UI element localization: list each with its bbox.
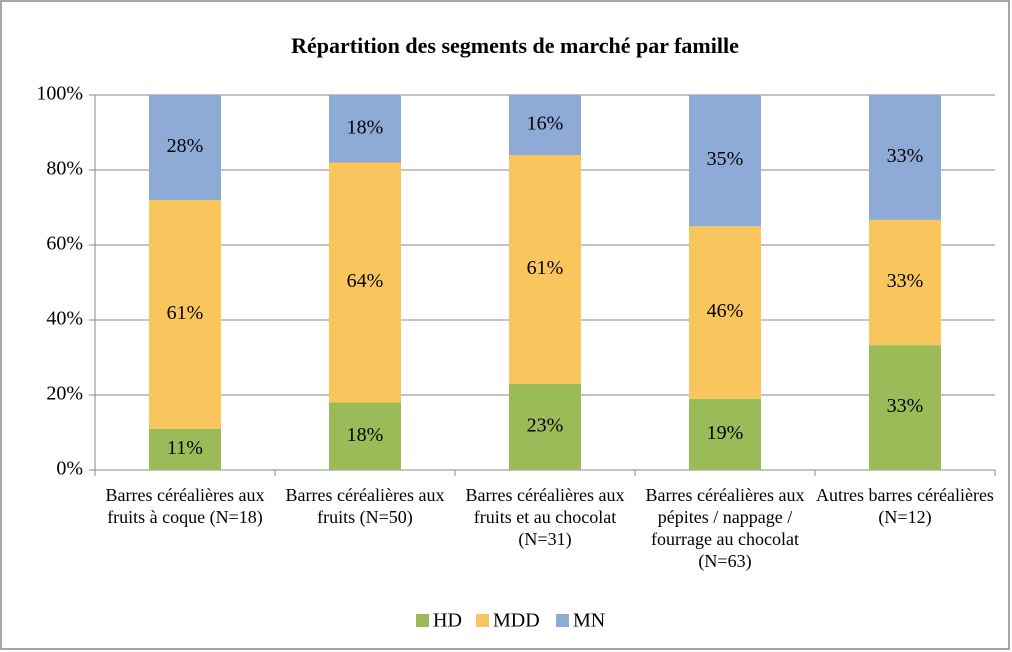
data-label: 33% bbox=[887, 395, 924, 417]
data-label: 64% bbox=[347, 270, 384, 292]
bar-segment bbox=[329, 402, 401, 470]
data-label: 19% bbox=[707, 422, 744, 444]
bar-segment bbox=[149, 95, 221, 200]
bar-segment bbox=[689, 398, 761, 470]
legend-swatch bbox=[476, 614, 489, 627]
y-tick-label: 40% bbox=[46, 308, 83, 330]
x-tick-label: Barres céréalières aux fruits à coque (N… bbox=[105, 485, 265, 527]
bar-segment bbox=[689, 95, 761, 227]
y-tick-label: 20% bbox=[46, 383, 83, 405]
data-label: 18% bbox=[347, 424, 384, 446]
data-label: 46% bbox=[707, 300, 744, 322]
y-tick-label: 0% bbox=[56, 458, 83, 480]
chart-title: Répartition des segments de marché par f… bbox=[291, 33, 739, 58]
legend-swatch bbox=[416, 614, 429, 627]
data-label: 61% bbox=[527, 257, 564, 279]
y-tick-label: 80% bbox=[46, 158, 83, 180]
x-tick-label: Barres céréalières aux pépites / nappage… bbox=[645, 485, 805, 571]
data-label: 16% bbox=[527, 113, 564, 135]
data-label: 23% bbox=[527, 414, 564, 436]
bar-segment bbox=[329, 162, 401, 403]
bar-segment bbox=[869, 95, 941, 220]
bar-segment bbox=[329, 95, 401, 163]
data-label: 33% bbox=[887, 145, 924, 167]
x-tick-label: Barres céréalières aux fruits (N=50) bbox=[285, 485, 445, 527]
bar-segment bbox=[509, 383, 581, 470]
legend-label: MDD bbox=[493, 610, 540, 632]
bar-segment bbox=[869, 219, 941, 346]
data-label: 18% bbox=[347, 116, 384, 138]
bar-segment bbox=[689, 226, 761, 399]
bar-segment bbox=[149, 428, 221, 470]
bar-segment bbox=[509, 95, 581, 155]
x-tick-label: Autres barres céréalières (N=12) bbox=[816, 485, 994, 527]
legend-label: HD bbox=[433, 610, 462, 632]
y-tick-label: 100% bbox=[36, 83, 83, 105]
data-label: 11% bbox=[167, 437, 203, 459]
legend-label: MN bbox=[573, 610, 605, 632]
data-label: 28% bbox=[167, 135, 204, 157]
bar-segment bbox=[869, 345, 941, 470]
data-label: 61% bbox=[167, 302, 204, 324]
data-label: 33% bbox=[887, 270, 924, 292]
bar-segment bbox=[149, 200, 221, 429]
x-tick-label: Barres céréalières aux fruits et au choc… bbox=[465, 485, 625, 549]
y-tick-label: 60% bbox=[46, 233, 83, 255]
bar-segment bbox=[509, 155, 581, 384]
data-label: 35% bbox=[707, 148, 744, 170]
legend-swatch bbox=[556, 614, 569, 627]
